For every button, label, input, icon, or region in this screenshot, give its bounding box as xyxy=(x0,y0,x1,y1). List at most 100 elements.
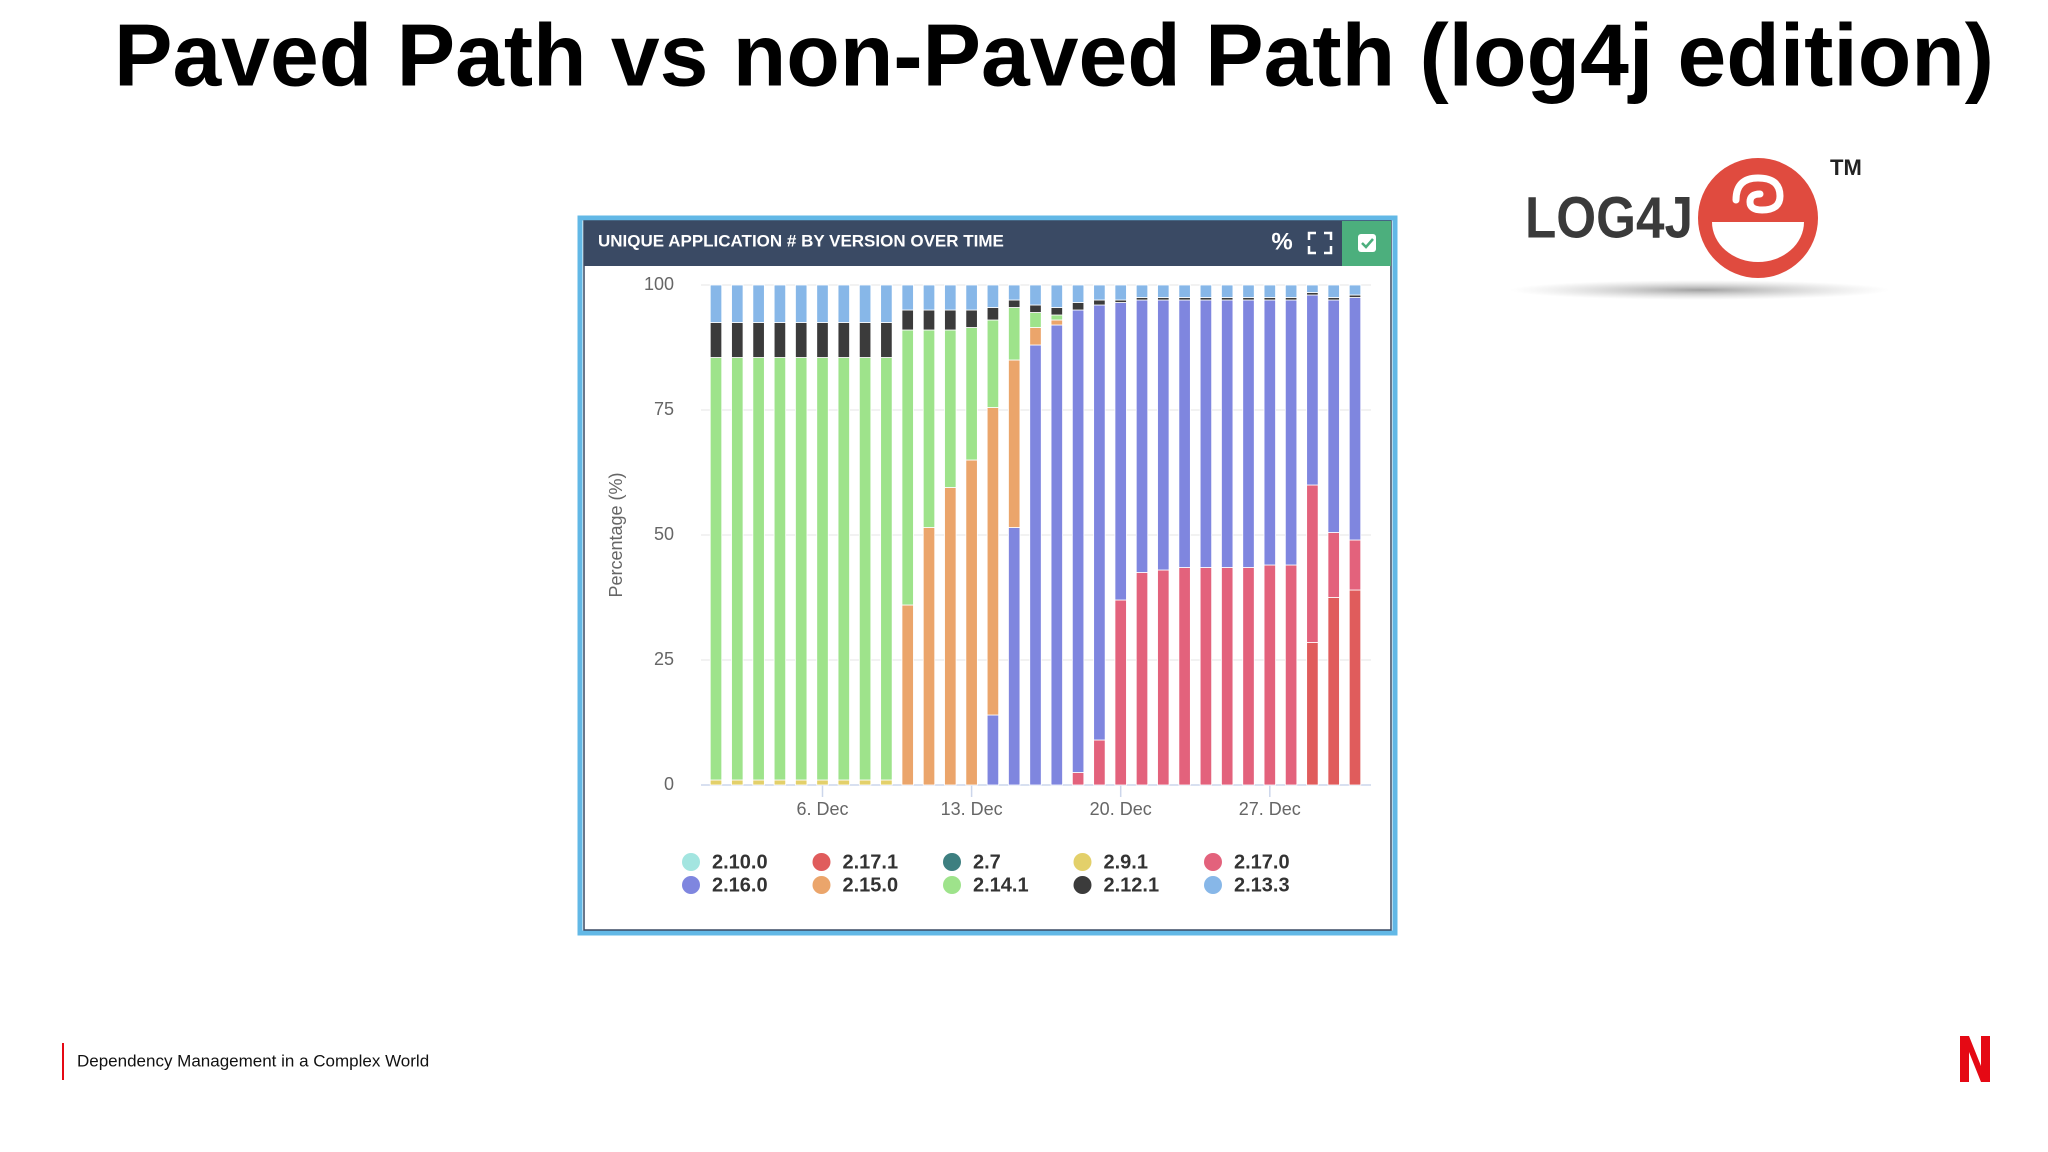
logo-swirl xyxy=(1732,174,1784,214)
bar-segment xyxy=(1327,597,1340,786)
bar-segment xyxy=(901,309,914,331)
bar-segment xyxy=(1071,309,1085,773)
bar-segment xyxy=(816,357,829,781)
bar-segment xyxy=(1093,304,1106,741)
bar-segment xyxy=(944,309,957,331)
y-tick-label: 75 xyxy=(654,399,674,419)
bar-segment xyxy=(709,284,723,323)
logo-text: LOG4J xyxy=(1525,185,1693,250)
bar-segment xyxy=(1348,589,1362,786)
bar-segment xyxy=(1157,299,1170,571)
bar-segment xyxy=(1029,312,1042,328)
slide-title: Paved Path vs non-Paved Path (log4j edit… xyxy=(114,5,1994,104)
bar-segment xyxy=(986,319,1000,408)
bar-segment xyxy=(1263,564,1276,786)
bar-segment xyxy=(752,779,765,786)
bar-segment xyxy=(1348,539,1362,591)
bar-segment xyxy=(1327,532,1340,598)
bar-segment xyxy=(752,284,765,323)
legend-marker xyxy=(682,876,700,894)
bar-segment xyxy=(752,357,765,781)
y-tick-label: 0 xyxy=(664,774,674,794)
bar-segment xyxy=(709,357,723,781)
bar-segment xyxy=(1008,284,1021,301)
bar-segment xyxy=(1071,284,1085,303)
legend-marker xyxy=(1204,853,1222,871)
bar-segment xyxy=(986,407,1000,716)
bar-segment xyxy=(1135,299,1149,573)
bar-segment xyxy=(1221,567,1234,786)
bar-segment xyxy=(1242,567,1255,786)
bar-segment xyxy=(795,779,808,786)
bar-segment xyxy=(880,779,893,786)
bar-segment xyxy=(1306,284,1319,293)
bar-segment xyxy=(1327,299,1340,533)
bar-segment xyxy=(816,284,829,323)
bar-segment xyxy=(1071,302,1085,311)
bar-segment xyxy=(837,322,850,358)
fullscreen-button[interactable] xyxy=(1307,231,1333,255)
bar-segment xyxy=(901,284,914,311)
legend-label: 2.17.1 xyxy=(843,851,899,873)
bar-segment xyxy=(1093,284,1106,301)
bar-segment xyxy=(1306,294,1319,486)
bar-segment xyxy=(1157,284,1170,298)
bar-segment xyxy=(1306,484,1319,643)
legend-label: 2.12.1 xyxy=(1104,874,1160,896)
legend-label: 2.9.1 xyxy=(1104,851,1148,873)
bar-segment xyxy=(965,284,978,311)
bar-segment xyxy=(1284,564,1298,786)
bar-segment xyxy=(922,527,936,786)
bar-segment xyxy=(1348,284,1362,296)
bar-segment xyxy=(816,779,829,786)
bar-segment xyxy=(1221,299,1234,568)
bar-segment xyxy=(1029,327,1042,346)
bar-segment xyxy=(1199,284,1213,298)
bar-segment xyxy=(837,779,850,786)
x-tick-label: 13. Dec xyxy=(941,799,1003,819)
legend-marker xyxy=(943,853,961,871)
bar-segment xyxy=(1263,299,1276,566)
bar-segment xyxy=(858,779,872,786)
bar-segment xyxy=(922,284,936,311)
bar-segment xyxy=(773,322,787,358)
bar-segment xyxy=(1050,307,1063,316)
logo-cup xyxy=(1712,222,1804,262)
bar-segment xyxy=(944,487,957,786)
footer-text: Dependency Management in a Complex World xyxy=(77,1051,429,1070)
bar-segment xyxy=(1242,284,1255,298)
bar-segment xyxy=(795,322,808,358)
legend-label: 2.14.1 xyxy=(973,874,1029,896)
bar-segment xyxy=(1008,307,1021,361)
legend-marker xyxy=(812,853,831,871)
bar-segment xyxy=(1348,297,1362,541)
bar-segment xyxy=(837,284,850,323)
bar-segment xyxy=(858,284,872,323)
x-tick-label: 27. Dec xyxy=(1239,799,1301,819)
bar-segment xyxy=(1008,299,1021,308)
bar-segment xyxy=(965,459,978,786)
bar-segment xyxy=(901,604,914,786)
logo-tm: TM xyxy=(1830,155,1862,180)
legend-label: 2.15.0 xyxy=(843,874,899,896)
bar-segment xyxy=(1242,299,1255,568)
legend-label: 2.16.0 xyxy=(712,874,768,896)
footer-rule xyxy=(62,1043,64,1080)
legend-label: 2.13.3 xyxy=(1234,874,1290,896)
bar-segment xyxy=(1008,359,1021,528)
bar-segment xyxy=(1093,739,1106,786)
y-axis-label: Percentage (%) xyxy=(606,472,626,597)
bar-segment xyxy=(1178,284,1191,298)
bar-segment xyxy=(795,284,808,323)
bar-segment xyxy=(880,357,893,781)
logo-shadow xyxy=(1510,280,1890,300)
y-tick-label: 50 xyxy=(654,524,674,544)
y-tick-label: 25 xyxy=(654,649,674,669)
bar-segment xyxy=(1050,324,1063,786)
bar-segment xyxy=(922,309,936,331)
bar-segment xyxy=(1306,642,1319,786)
percent-toggle[interactable]: % xyxy=(1271,228,1292,255)
bar-segment xyxy=(1263,284,1276,298)
bar-segment xyxy=(1178,567,1191,786)
bar-segment xyxy=(1050,319,1063,326)
